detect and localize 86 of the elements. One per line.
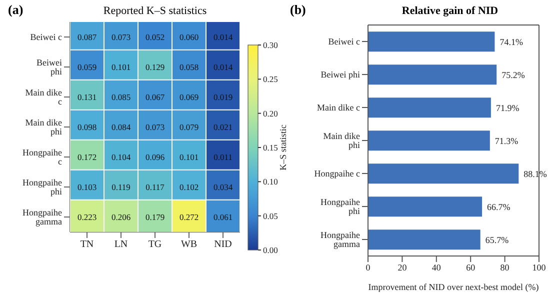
data-label: 0.014: [213, 32, 234, 42]
y-tick-label: Beiwei c: [30, 32, 62, 42]
data-label: 0.073: [111, 32, 131, 42]
data-label: 0.172: [77, 152, 97, 162]
color-bar-title: K–S statistic: [278, 124, 288, 170]
data-label: 0.272: [179, 212, 199, 222]
color-bar-label: 0.15: [263, 142, 278, 152]
text: (b): [290, 2, 306, 18]
color-bar-label: 0.25: [263, 74, 278, 84]
color-bar-label: 0.00: [263, 245, 278, 255]
data-label: 0.060: [179, 32, 199, 42]
data-label: 0.104: [111, 152, 132, 162]
data-label: 0.021: [213, 122, 233, 132]
bar: [368, 196, 482, 217]
data-label: 0.206: [111, 212, 131, 222]
data-label: 0.034: [213, 182, 234, 192]
bar: [368, 98, 491, 118]
y-tick-label: Hongpaihe phi: [320, 197, 360, 216]
bar: [368, 164, 519, 184]
y-tick-label: Hongpaihe gamma: [320, 230, 360, 250]
data-label: 0.059: [77, 62, 97, 72]
data-label: 0.119: [112, 182, 130, 192]
color-bar-label: 0.05: [263, 210, 278, 221]
y-tick-label: Beiwei c: [328, 36, 360, 47]
bar: [368, 64, 497, 85]
data-label: 65.7%: [485, 234, 510, 245]
color-bar-label: 0.30: [263, 40, 278, 50]
y-tick-label: Beiwei phi: [36, 58, 62, 77]
x-tick-label: TG: [148, 239, 162, 250]
data-label: 0.101: [111, 62, 131, 72]
data-label: 0.096: [145, 152, 165, 162]
data-label: 0.101: [179, 152, 199, 162]
data-label: 0.102: [179, 182, 199, 192]
data-label: 0.052: [145, 32, 165, 42]
x-axis-title: Improvement of NID over next-best model (%): [368, 282, 539, 292]
x-tick-label: 100: [532, 262, 546, 272]
y-tick-label: Main dike c: [317, 102, 360, 113]
data-label: 0.011: [214, 152, 232, 162]
data-label: 0.085: [111, 92, 131, 102]
data-label: 0.223: [77, 212, 97, 222]
x-tick-label: 40: [432, 262, 442, 272]
color-bar-label: 0.10: [263, 176, 278, 187]
data-label: 0.117: [146, 182, 164, 192]
data-label: 71.3%: [494, 136, 519, 146]
x-tick-label: 20: [398, 262, 408, 272]
data-label: 0.014: [213, 62, 234, 72]
y-tick-label: Beiwei phi: [320, 70, 360, 80]
text: (a): [8, 2, 24, 18]
bar: [368, 32, 495, 52]
bar: [368, 230, 480, 250]
data-label: 0.103: [77, 182, 97, 192]
data-label: 0.087: [77, 32, 97, 42]
y-tick-label: Main dike c: [25, 88, 62, 107]
x-tick-label: LN: [114, 239, 128, 250]
bar: [368, 130, 490, 151]
x-tick-label: 80: [500, 262, 510, 272]
data-label: 75.2%: [502, 70, 526, 80]
y-tick-label: Hongpaihe gamma: [22, 208, 62, 227]
y-tick-label: Main dike phi: [323, 131, 360, 150]
data-label: 0.098: [77, 122, 97, 132]
data-label: 0.073: [145, 122, 165, 132]
y-tick-label: Hongpaihe phi: [22, 178, 62, 197]
x-tick-label: TN: [80, 239, 94, 250]
data-label: 0.129: [145, 62, 165, 72]
y-tick-label: Hongpaihe c: [314, 168, 360, 179]
color-bar-label: 0.20: [263, 108, 278, 118]
data-label: 0.061: [213, 212, 233, 222]
chart-title: Reported K–S statistics: [102, 5, 208, 17]
data-label: 0.067: [145, 92, 165, 102]
data-label: 0.179: [145, 212, 165, 222]
x-tick-label: 60: [466, 262, 476, 272]
data-label: 71.9%: [496, 102, 520, 113]
y-tick-label: Main dike phi: [25, 118, 62, 137]
x-tick-label: WB: [180, 239, 198, 250]
data-label: 0.131: [77, 92, 97, 102]
data-label: 66.7%: [487, 202, 511, 212]
data-label: 74.1%: [500, 36, 524, 47]
x-tick-label: NID: [214, 239, 232, 250]
y-tick-label: Hongpaihe c: [22, 148, 62, 167]
chart-title: Relative gain of NID: [400, 5, 500, 17]
x-tick-label: 0: [366, 262, 371, 272]
data-label: 0.019: [213, 92, 233, 102]
data-label: 0.079: [179, 122, 199, 132]
data-label: 0.069: [179, 92, 199, 102]
data-label: 0.084: [111, 122, 132, 132]
data-label: 0.058: [179, 62, 199, 72]
